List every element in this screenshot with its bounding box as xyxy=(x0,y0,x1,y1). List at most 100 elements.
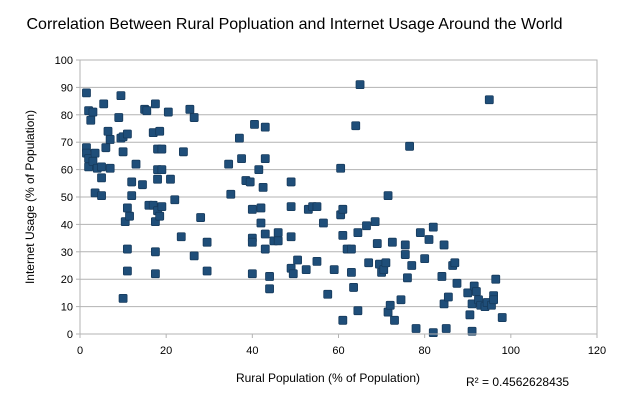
data-point xyxy=(153,174,162,184)
data-point xyxy=(420,254,430,264)
data-point xyxy=(105,163,115,173)
y-tick-label: 70 xyxy=(61,137,73,149)
chart-title: Correlation Between Rural Popluation and… xyxy=(26,16,563,33)
data-point xyxy=(105,135,115,144)
data-point xyxy=(437,272,447,281)
data-point xyxy=(247,204,257,214)
data-point xyxy=(385,300,395,310)
data-point xyxy=(450,258,460,268)
data-point xyxy=(381,258,391,268)
data-point xyxy=(245,177,255,187)
y-tick-labels: 0 10 20 30 40 50 60 70 80 90 100 xyxy=(55,55,73,341)
data-point xyxy=(178,147,188,157)
data-point xyxy=(125,211,134,221)
data-point xyxy=(97,162,106,172)
data-point xyxy=(428,328,438,338)
data-point xyxy=(407,261,417,270)
data-point xyxy=(400,240,410,250)
data-point xyxy=(247,269,257,279)
data-point xyxy=(443,292,453,302)
x-tick-label: 100 xyxy=(502,345,520,357)
data-point xyxy=(235,133,244,143)
data-point xyxy=(150,269,160,279)
data-point xyxy=(157,144,167,154)
y-tick-label: 20 xyxy=(61,274,73,286)
data-point xyxy=(86,115,96,125)
data-point xyxy=(383,191,393,201)
data-point xyxy=(286,177,296,187)
data-point xyxy=(118,147,128,157)
data-point xyxy=(497,313,507,322)
y-tick-label: 80 xyxy=(61,110,73,122)
data-point xyxy=(465,310,475,320)
y-axis-label: Internet Usage (% of Population) xyxy=(23,110,37,284)
data-point xyxy=(131,159,141,169)
data-point xyxy=(273,236,283,246)
x-tick-label: 60 xyxy=(332,345,344,357)
data-point xyxy=(122,203,132,213)
data-point xyxy=(411,324,421,333)
data-point xyxy=(88,107,98,117)
data-point xyxy=(90,148,100,158)
data-point xyxy=(336,163,346,173)
data-point xyxy=(347,244,356,254)
data-point xyxy=(260,244,270,254)
data-point xyxy=(122,266,132,276)
data-point xyxy=(163,107,173,117)
data-point xyxy=(254,165,264,175)
data-point xyxy=(155,126,165,136)
data-point xyxy=(157,165,167,175)
data-point xyxy=(312,256,322,266)
data-point xyxy=(82,88,91,98)
data-point xyxy=(355,80,365,90)
data-point xyxy=(428,222,438,232)
data-point xyxy=(256,203,266,213)
data-point xyxy=(258,183,268,192)
data-point xyxy=(489,295,499,305)
x-tick-label: 120 xyxy=(588,345,606,357)
data-point xyxy=(323,289,333,299)
data-point xyxy=(353,228,363,238)
data-point xyxy=(405,141,414,151)
y-tick-label: 0 xyxy=(67,329,73,341)
data-point xyxy=(338,315,348,325)
data-point xyxy=(99,99,109,109)
data-point xyxy=(122,129,132,139)
data-point xyxy=(224,159,234,169)
data-point xyxy=(319,218,328,228)
y-tick-label: 40 xyxy=(61,219,73,231)
data-point xyxy=(491,274,501,284)
data-point xyxy=(362,221,371,231)
data-point xyxy=(286,202,296,211)
data-point xyxy=(176,232,186,242)
data-point xyxy=(155,211,165,221)
data-point xyxy=(138,180,147,190)
data-point xyxy=(372,239,382,248)
data-point xyxy=(390,315,399,325)
data-point xyxy=(157,202,167,211)
data-point xyxy=(387,237,397,247)
data-point xyxy=(127,177,137,187)
plot-area-border xyxy=(79,59,598,335)
data-point xyxy=(301,265,311,275)
y-tick-label: 30 xyxy=(61,247,73,259)
data-point xyxy=(329,265,339,275)
data-point xyxy=(439,240,449,250)
data-point xyxy=(189,251,199,261)
data-point xyxy=(364,258,374,268)
data-point xyxy=(150,99,160,109)
data-point xyxy=(260,122,270,132)
data-point xyxy=(127,191,137,201)
data-point xyxy=(471,287,481,296)
data-point xyxy=(265,284,274,294)
data-point xyxy=(202,237,212,247)
data-point xyxy=(196,213,206,222)
data-point xyxy=(286,232,296,242)
data-point xyxy=(351,121,361,131)
data-point xyxy=(189,113,199,122)
data-point xyxy=(150,247,160,257)
data-point xyxy=(484,95,494,105)
data-point xyxy=(142,106,152,116)
data-point xyxy=(97,173,106,183)
